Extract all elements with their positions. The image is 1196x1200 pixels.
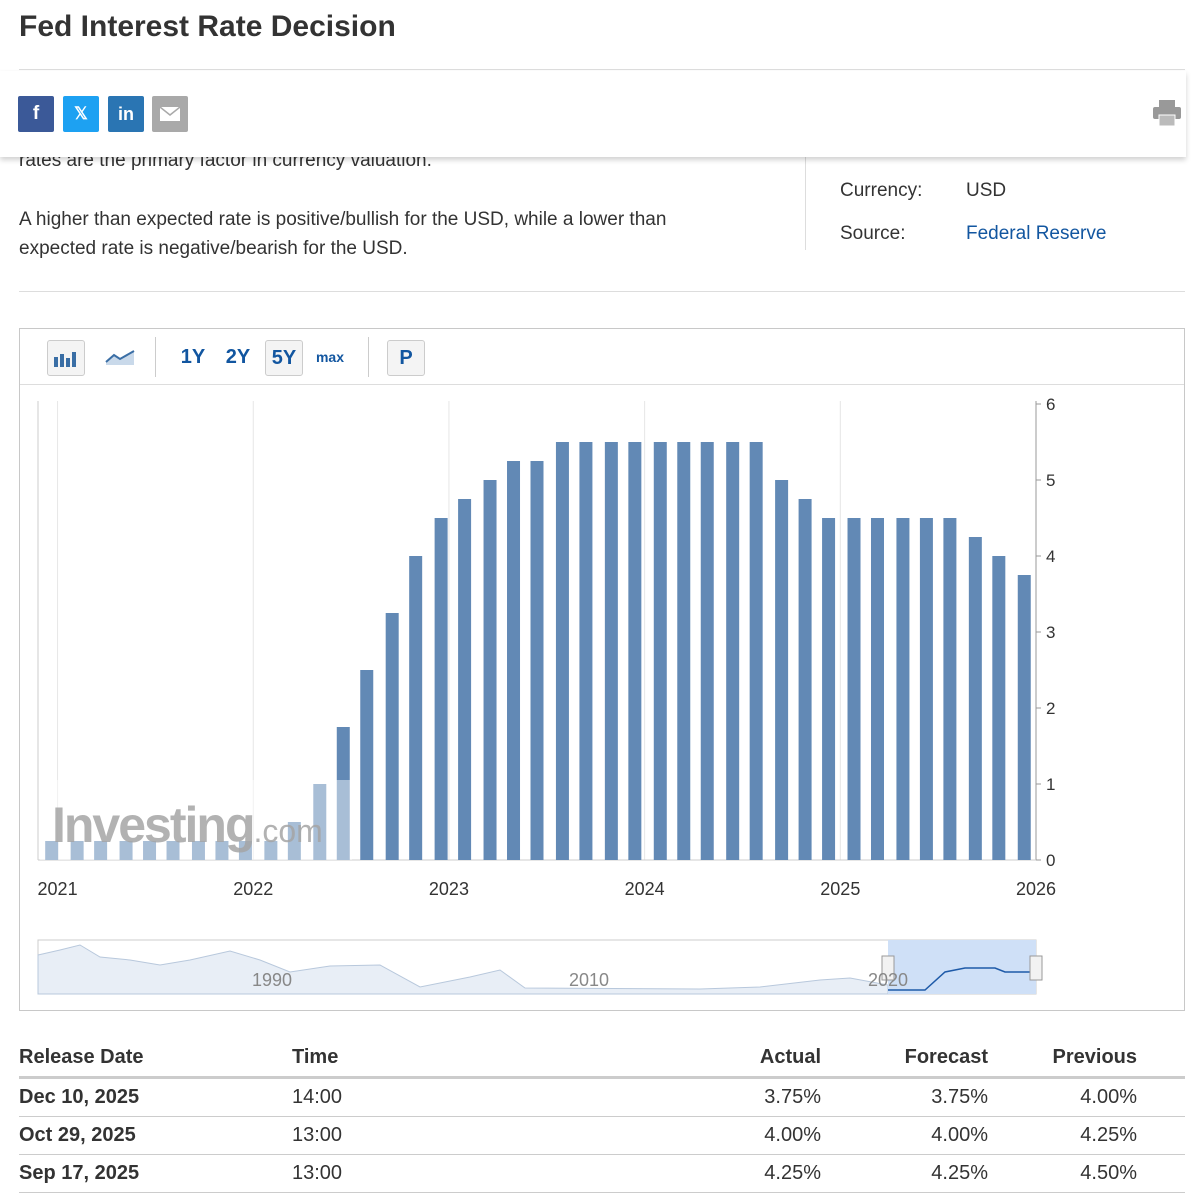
detail-value: USD — [966, 180, 1007, 201]
column-header — [1137, 1038, 1185, 1079]
x-button[interactable]: 𝕏 — [63, 96, 99, 132]
rate-cell: 4.25% — [622, 1154, 821, 1193]
spacer — [1137, 1116, 1185, 1155]
release-time: 14:00 — [292, 1077, 622, 1117]
page-button[interactable]: P — [387, 340, 425, 376]
rate-cell: 4.25% — [821, 1154, 988, 1193]
history-table: Release Date Time Actual Forecast Previo… — [19, 1038, 1185, 1193]
toolbar-separator — [155, 337, 156, 377]
spacer — [1137, 1077, 1185, 1117]
detail-label: Currency: — [840, 180, 923, 201]
facebook-button[interactable]: f — [18, 96, 54, 132]
release-time: 13:00 — [292, 1154, 622, 1193]
rate-cell: 4.50% — [988, 1154, 1137, 1193]
range-button[interactable]: 5Y — [265, 340, 303, 376]
table-row: Oct 29, 2025 13:00 4.00% 4.00% 4.25% — [19, 1116, 1185, 1155]
rate-cell: 4.00% — [988, 1077, 1137, 1117]
email-button[interactable] — [152, 96, 188, 132]
table-row: Sep 17, 2025 13:00 4.25% 4.25% 4.50% — [19, 1154, 1185, 1193]
share-bar: f 𝕏 in — [0, 71, 1186, 157]
rate-cell: 4.00% — [622, 1116, 821, 1155]
column-header: Previous — [988, 1038, 1137, 1079]
column-header: Actual — [622, 1038, 821, 1079]
description-text: A higher than expected rate is positive/… — [19, 209, 667, 259]
rate-cell: 3.75% — [622, 1077, 821, 1117]
email-icon — [159, 106, 181, 121]
table-row: Dec 10, 2025 14:00 3.75% 3.75% 4.00% — [19, 1077, 1185, 1117]
range-button[interactable]: max — [315, 349, 345, 365]
print-button[interactable] — [1153, 100, 1181, 126]
spacer — [1137, 1154, 1185, 1193]
rate-cell: 4.25% — [988, 1116, 1137, 1155]
linkedin-button[interactable]: in — [108, 96, 144, 132]
release-date: Dec 10, 2025 — [19, 1077, 292, 1117]
divider — [805, 150, 806, 250]
rate-cell: 3.75% — [821, 1077, 988, 1117]
chart-panel — [19, 328, 1185, 1011]
line-icon — [105, 350, 135, 365]
detail-label: Source: — [840, 223, 906, 244]
release-date: Sep 17, 2025 — [19, 1154, 292, 1193]
rate-cell: 4.00% — [821, 1116, 988, 1155]
toolbar-separator — [368, 337, 369, 377]
range-button[interactable]: 1Y — [180, 346, 206, 368]
divider — [19, 291, 1185, 292]
chart-toolbar: 1Y 2Y 5Y max P — [20, 329, 1184, 385]
release-time: 13:00 — [292, 1116, 622, 1155]
bar-chart-button[interactable] — [47, 340, 85, 376]
bar-icon — [54, 352, 76, 367]
divider — [19, 69, 1185, 70]
source-link[interactable]: Federal Reserve — [966, 223, 1107, 244]
line-chart-button[interactable] — [102, 340, 138, 374]
column-header: Forecast — [821, 1038, 988, 1079]
release-date: Oct 29, 2025 — [19, 1116, 292, 1155]
page-title: Fed Interest Rate Decision — [19, 10, 396, 43]
column-header: Release Date — [19, 1038, 292, 1079]
column-header: Time — [292, 1038, 622, 1079]
range-button[interactable]: 2Y — [225, 346, 251, 368]
